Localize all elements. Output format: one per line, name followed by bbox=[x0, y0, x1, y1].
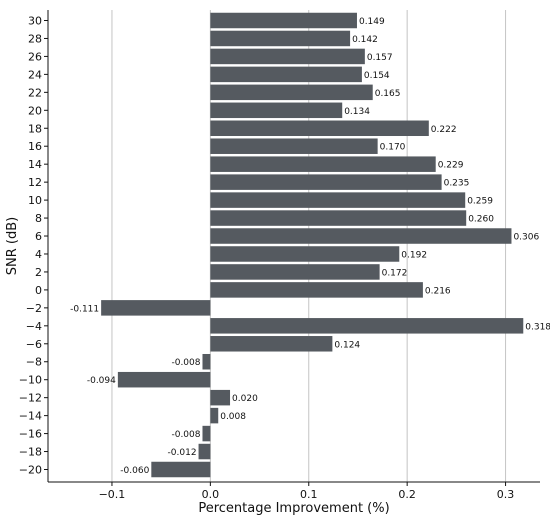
bar bbox=[210, 318, 524, 334]
bar-value-label: 0.216 bbox=[425, 286, 451, 296]
bar-value-label: -0.012 bbox=[168, 448, 197, 458]
y-tick-label: 12 bbox=[28, 176, 42, 189]
y-tick-label: 2 bbox=[35, 266, 42, 279]
x-axis-label: Percentage Improvement (%) bbox=[198, 501, 389, 516]
bar bbox=[202, 353, 211, 370]
bar bbox=[210, 246, 400, 262]
bar-value-label: 0.020 bbox=[232, 394, 258, 404]
bar-value-label: 0.170 bbox=[380, 143, 406, 153]
bar bbox=[210, 264, 380, 280]
bar-value-label: 0.192 bbox=[401, 250, 427, 260]
bar-value-label: 0.154 bbox=[364, 71, 390, 81]
y-tick-label: −14 bbox=[19, 410, 42, 423]
y-tick-label: −20 bbox=[19, 464, 42, 477]
bar-value-label: 0.260 bbox=[468, 215, 494, 225]
y-tick-label: 30 bbox=[28, 15, 42, 28]
bar bbox=[210, 389, 231, 406]
bar-value-label: -0.008 bbox=[171, 358, 200, 368]
y-tick-label: −10 bbox=[19, 374, 42, 387]
bar-value-label: 0.165 bbox=[375, 89, 401, 99]
bar-value-label: 0.149 bbox=[359, 17, 385, 27]
bar bbox=[210, 48, 365, 65]
bar bbox=[210, 66, 362, 83]
bar bbox=[210, 174, 442, 190]
y-tick-label: 24 bbox=[28, 68, 42, 81]
y-tick-label: −18 bbox=[19, 446, 42, 459]
y-tick-label: 6 bbox=[35, 230, 42, 243]
bar bbox=[210, 12, 357, 29]
bar bbox=[210, 210, 467, 226]
y-tick-label: 26 bbox=[28, 50, 42, 63]
bar-value-label: 0.259 bbox=[467, 197, 493, 207]
bar-value-labels: 0.149 0.142 0.157 0.154 0.165 0.134 0.222 0.170… bbox=[70, 17, 550, 476]
y-tick-label: 4 bbox=[35, 248, 42, 261]
bar-value-label: 0.229 bbox=[438, 161, 464, 171]
y-tick-label: 18 bbox=[28, 122, 42, 135]
y-tick-label: −6 bbox=[26, 338, 42, 351]
bar-value-label: 0.008 bbox=[220, 412, 246, 422]
bar-value-label: 0.318 bbox=[525, 322, 550, 332]
bar bbox=[210, 120, 429, 137]
bar bbox=[210, 156, 436, 172]
bar-value-label: 0.124 bbox=[334, 340, 360, 350]
bar-value-label: 0.134 bbox=[344, 107, 370, 117]
x-tick-label: 0.1 bbox=[300, 488, 318, 501]
bar-value-label: -0.060 bbox=[120, 466, 149, 476]
bars bbox=[101, 12, 524, 478]
bar bbox=[210, 282, 423, 298]
bar bbox=[210, 228, 512, 244]
bar bbox=[210, 407, 219, 424]
bar bbox=[202, 425, 211, 442]
bar bbox=[210, 102, 343, 119]
bar-value-label: 0.142 bbox=[352, 35, 378, 45]
x-tick-label: −0.1 bbox=[99, 488, 126, 501]
y-tick-label: 28 bbox=[28, 32, 42, 45]
bar bbox=[210, 336, 333, 352]
bar bbox=[117, 371, 211, 388]
y-tick-label: 8 bbox=[35, 212, 42, 225]
bar-value-label: 0.306 bbox=[513, 233, 539, 243]
y-tick-label: −8 bbox=[26, 356, 42, 369]
bar-value-label: -0.111 bbox=[70, 304, 99, 314]
bar bbox=[210, 192, 466, 208]
x-tick-label: 0.2 bbox=[398, 488, 416, 501]
bar bbox=[210, 138, 378, 154]
y-tick-label: 20 bbox=[28, 104, 42, 117]
bar-value-label: 0.222 bbox=[431, 125, 457, 135]
bar-value-label: 0.235 bbox=[444, 179, 470, 189]
bar-value-label: 0.157 bbox=[367, 53, 393, 63]
y-tick-label: 16 bbox=[28, 140, 42, 153]
bar bbox=[210, 84, 373, 101]
y-tick-label: 10 bbox=[28, 194, 42, 207]
axes: −0.1 0.0 0.1 0.2 0.3302826242220181614121086… bbox=[19, 10, 540, 501]
y-tick-label: −12 bbox=[19, 392, 42, 405]
bar bbox=[210, 30, 351, 47]
bar bbox=[198, 443, 211, 460]
bar-value-label: -0.094 bbox=[87, 376, 116, 386]
y-tick-label: −4 bbox=[26, 320, 42, 333]
y-tick-label: −16 bbox=[19, 428, 42, 441]
bar bbox=[151, 461, 211, 478]
x-tick-label: 0.3 bbox=[497, 488, 515, 501]
y-tick-label: 0 bbox=[35, 284, 42, 297]
bar-value-label: 0.172 bbox=[382, 268, 408, 278]
bar-value-label: -0.008 bbox=[171, 430, 200, 440]
y-tick-label: 22 bbox=[28, 86, 42, 99]
x-tick-label: 0.0 bbox=[202, 488, 220, 501]
y-tick-label: 14 bbox=[28, 158, 42, 171]
y-tick-label: −2 bbox=[26, 302, 42, 315]
y-axis-label: SNR (dB) bbox=[5, 217, 20, 275]
bar bbox=[101, 300, 211, 316]
